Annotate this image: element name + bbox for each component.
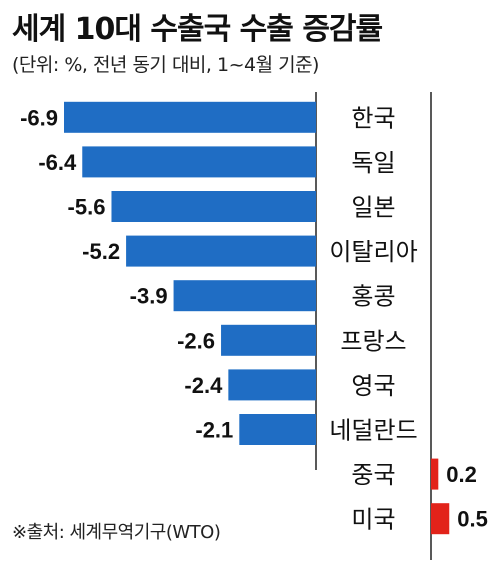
bar (82, 146, 317, 178)
data-label: -6.9 (20, 105, 58, 130)
data-label: -6.4 (38, 150, 77, 175)
source-note: ※출처: 세계무역기구(WTO) (12, 522, 221, 543)
data-label: 0.2 (446, 462, 477, 487)
data-label: -2.6 (177, 328, 215, 353)
category-label: 미국 (351, 506, 395, 534)
bar (64, 101, 316, 133)
category-label: 네덜란드 (329, 417, 417, 445)
chart-title: 세계 10대 수출국 수출 증감률 (12, 12, 383, 47)
bar (126, 235, 316, 267)
bar (173, 280, 316, 312)
data-label: -2.1 (195, 418, 233, 443)
data-label: 0.5 (457, 507, 488, 532)
data-label: -2.4 (184, 373, 223, 398)
data-label: -5.2 (82, 239, 120, 264)
chart-subtitle: (단위: %, 전년 동기 대비, 1~4월 기준) (12, 54, 319, 76)
category-label: 영국 (351, 372, 395, 400)
category-label: 중국 (351, 461, 395, 489)
bar (228, 369, 316, 401)
category-label: 한국 (351, 104, 395, 132)
category-label: 홍콩 (351, 283, 395, 311)
category-label: 이탈리아 (329, 238, 417, 266)
data-label: -5.6 (68, 195, 106, 220)
data-label: -3.9 (130, 284, 168, 309)
category-label: 일본 (351, 194, 395, 222)
category-label: 프랑스 (340, 327, 406, 355)
bar (239, 414, 316, 445)
bar (221, 324, 316, 356)
bar (111, 191, 316, 222)
bar (431, 458, 439, 490)
category-label: 독일 (351, 149, 395, 177)
bar (431, 503, 450, 535)
